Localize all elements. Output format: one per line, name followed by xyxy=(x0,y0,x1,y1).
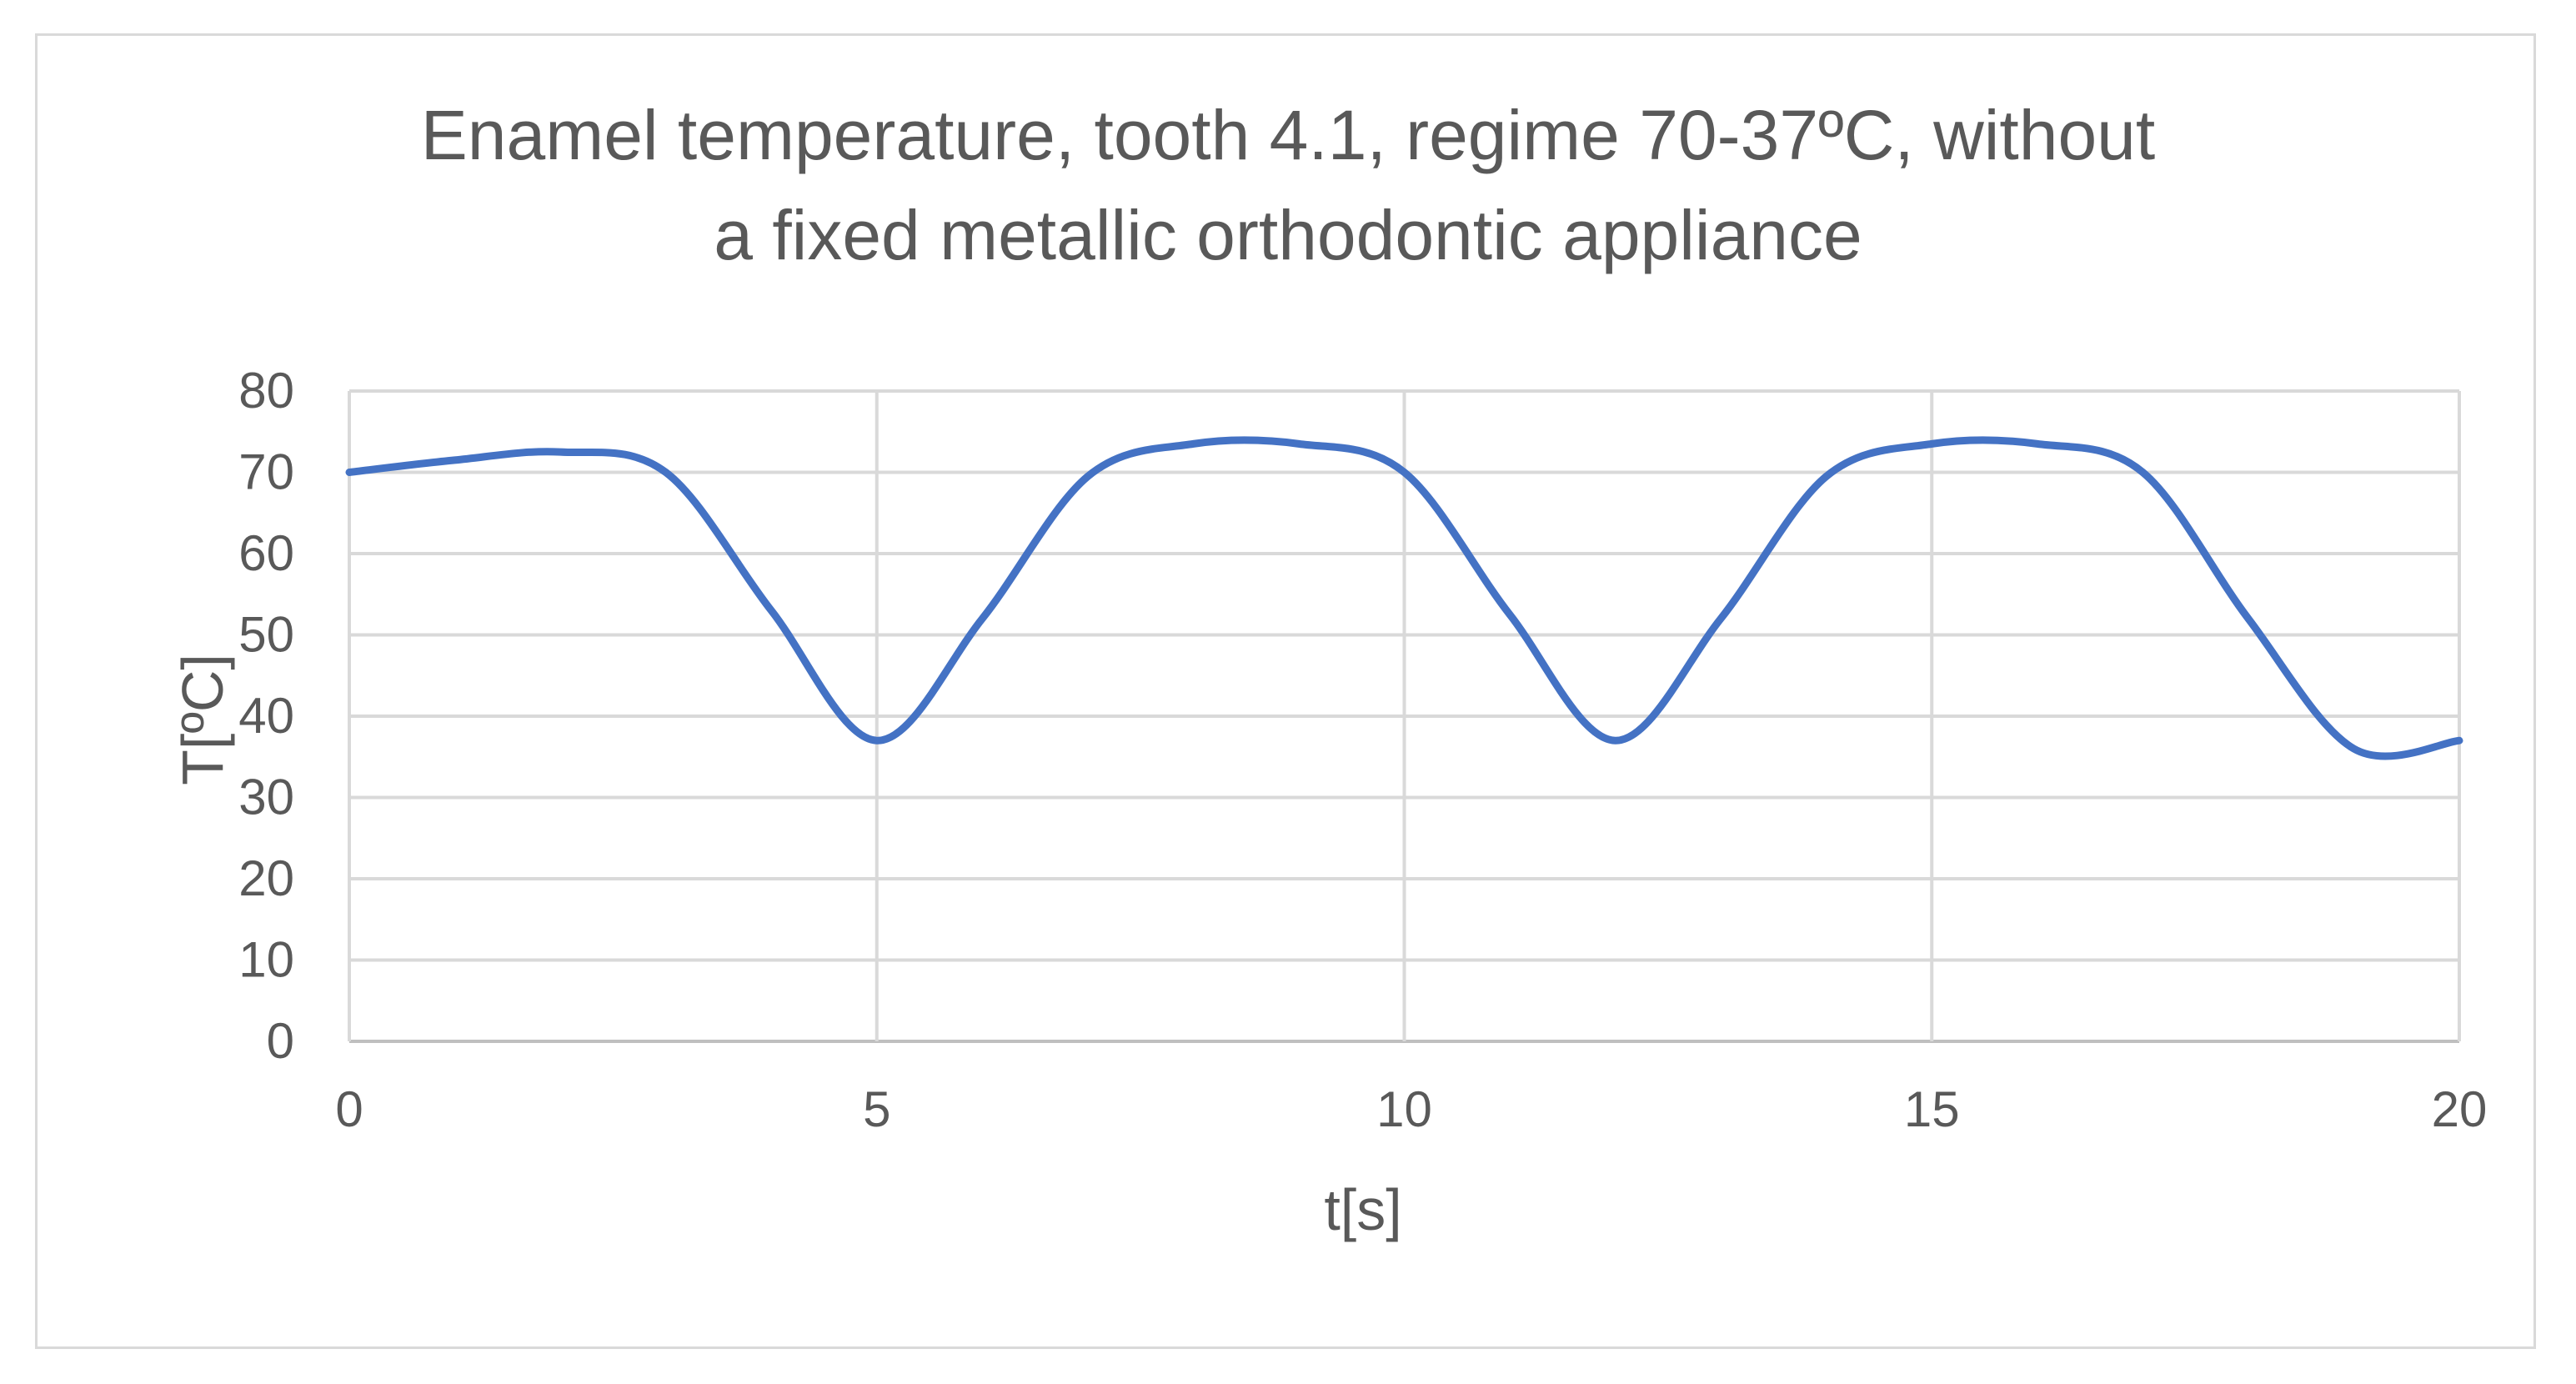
x-tick-label: 15 xyxy=(1904,1081,1960,1137)
y-tick-label: 50 xyxy=(238,607,294,663)
y-tick-label: 30 xyxy=(238,770,294,825)
y-tick-label: 70 xyxy=(238,444,294,500)
y-tick-label: 0 xyxy=(267,1013,294,1069)
tick-layer: 0 10 20 30 40 50 60 70 80 0 5 10 15 20 xyxy=(238,363,2487,1137)
chart-frame: Enamel temperature, tooth 4.1, regime 70… xyxy=(35,33,2536,1349)
temperature-series-line xyxy=(345,436,2463,760)
x-tick-label: 0 xyxy=(335,1081,363,1137)
y-axis-title: T[ºC] xyxy=(170,654,235,785)
chart-title-line-2: a fixed metallic orthodontic appliance xyxy=(714,196,1862,274)
y-tick-label: 60 xyxy=(238,525,294,581)
x-tick-label: 5 xyxy=(863,1081,890,1137)
line-chart: Enamel temperature, tooth 4.1, regime 70… xyxy=(170,96,2487,1242)
y-tick-label: 10 xyxy=(238,932,294,988)
x-axis-title: t[s] xyxy=(1324,1177,1401,1242)
x-tick-label: 20 xyxy=(2432,1081,2488,1137)
x-tick-label: 10 xyxy=(1376,1081,1432,1137)
y-tick-label: 80 xyxy=(238,363,294,419)
series-layer xyxy=(345,436,2463,760)
y-tick-label: 40 xyxy=(238,688,294,744)
chart-title-line-1: Enamel temperature, tooth 4.1, regime 70… xyxy=(421,96,2155,174)
grid-layer xyxy=(348,389,2461,1043)
y-tick-label: 20 xyxy=(238,850,294,906)
